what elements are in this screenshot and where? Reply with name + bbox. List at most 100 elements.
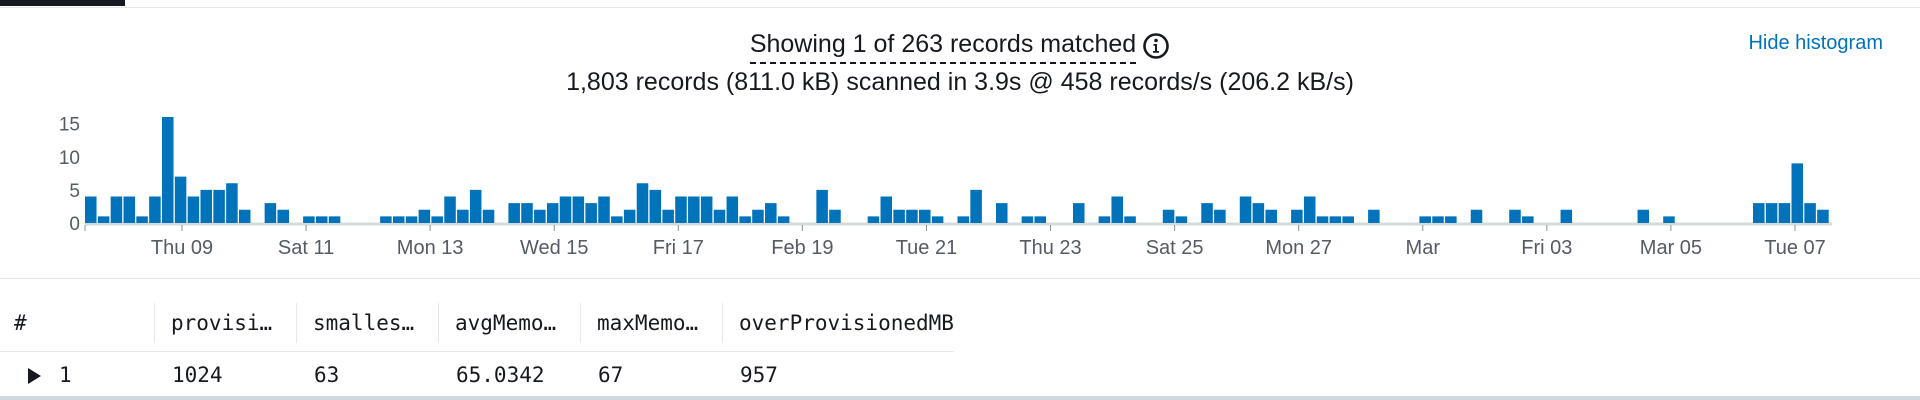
histogram-bar[interactable] [1265,209,1277,223]
histogram-bar[interactable] [688,196,700,224]
histogram-bar[interactable] [1175,216,1188,223]
column-header-smallest[interactable]: smalles… [296,295,438,352]
histogram-bar[interactable] [957,216,970,223]
histogram-bar[interactable] [1817,209,1829,223]
histogram-bar[interactable] [931,216,944,223]
histogram-bar[interactable] [1239,196,1252,224]
histogram-bar[interactable] [970,189,982,223]
histogram-bar[interactable] [1368,209,1380,223]
histogram-bar[interactable] [508,203,520,223]
histogram-bar[interactable] [380,216,392,223]
histogram-bar[interactable] [880,196,893,224]
histogram-bar[interactable] [752,209,764,223]
histogram-bar[interactable] [418,209,431,223]
histogram-bar[interactable] [623,209,636,223]
histogram-bar[interactable] [444,196,456,224]
histogram-bar[interactable] [1791,163,1804,223]
histogram-bar[interactable] [829,209,841,223]
histogram-bar[interactable] [1072,203,1085,223]
histogram-bar[interactable] [226,183,238,223]
column-header-provisioned[interactable]: provisi… [154,295,296,352]
histogram-bar[interactable] [534,209,546,223]
histogram-bar[interactable] [1419,216,1431,223]
hide-histogram-link[interactable]: Hide histogram [1748,32,1883,54]
histogram-bar[interactable] [1021,216,1034,223]
histogram-bar[interactable] [97,216,110,223]
histogram-bar[interactable] [1111,196,1124,224]
histogram-bar[interactable] [405,216,418,223]
histogram-bar[interactable] [277,209,289,223]
histogram-bar[interactable] [1291,209,1303,223]
histogram-bar[interactable] [264,203,277,223]
histogram-bar[interactable] [816,189,828,223]
histogram-bar[interactable] [110,196,123,224]
histogram-bar[interactable] [713,209,726,223]
histogram-bar[interactable] [1560,209,1573,223]
histogram-bar[interactable] [457,209,469,223]
histogram-bar[interactable] [1303,196,1316,224]
histogram-bar[interactable] [777,216,790,223]
histogram-bar[interactable] [1432,216,1444,223]
histogram-bar[interactable] [200,189,213,223]
histogram-bar[interactable] [213,189,225,223]
histogram-bar[interactable] [1445,216,1457,223]
histogram-bar[interactable] [187,196,200,224]
histogram-bar[interactable] [598,196,610,224]
column-header-over-provisioned[interactable]: overProvisionedMB [722,295,954,352]
histogram-bar[interactable] [1329,216,1342,223]
histogram-bar[interactable] [649,189,662,223]
histogram-bar[interactable] [1753,203,1765,223]
histogram-bar[interactable] [1201,203,1213,223]
histogram-bar[interactable] [136,216,148,223]
table-row[interactable]: 1 1024 63 65.0342 67 957 [0,352,954,399]
histogram-bar[interactable] [1804,203,1816,223]
histogram-bar[interactable] [1342,216,1354,223]
histogram-bar[interactable] [1663,216,1675,223]
column-header-index[interactable]: # [14,311,27,335]
histogram-bar[interactable] [636,183,649,223]
histogram-bar[interactable] [662,209,674,223]
histogram-bar[interactable] [1470,209,1483,223]
histogram-bar[interactable] [469,189,482,223]
histogram-bar[interactable] [739,216,751,223]
histogram-bar[interactable] [238,209,251,223]
histogram-bar[interactable] [572,196,585,224]
histogram-bar[interactable] [1162,209,1175,223]
histogram-bar[interactable] [1098,216,1111,223]
row-index-cell[interactable]: 1 [0,352,154,399]
histogram-bar[interactable] [1522,216,1534,223]
info-icon[interactable] [1142,32,1170,60]
histogram-bar[interactable] [482,209,495,223]
histogram-bar[interactable] [559,196,572,224]
histogram-bar[interactable] [1316,216,1329,223]
histogram-bar[interactable] [726,196,739,224]
histogram-bar[interactable] [1778,203,1791,223]
histogram-bar[interactable] [392,216,405,223]
histogram-bar[interactable] [765,203,777,223]
column-header-avg-memory[interactable]: avgMemo… [438,295,580,352]
histogram-bar[interactable] [521,203,533,223]
histogram-bar[interactable] [328,216,341,223]
histogram-bar[interactable] [315,216,328,223]
expand-row-icon[interactable] [28,368,41,384]
histogram-bar[interactable] [1509,209,1521,223]
histogram-bar[interactable] [675,196,687,224]
histogram-bar[interactable] [431,216,443,223]
histogram-bar[interactable] [161,117,174,223]
histogram-bar[interactable] [611,216,623,223]
histogram-bar[interactable] [85,196,97,224]
histogram-bar[interactable] [303,216,315,223]
histogram-bar[interactable] [893,209,905,223]
histogram-bar[interactable] [867,216,880,223]
histogram-bar[interactable] [919,209,931,223]
histogram-bar[interactable] [149,196,161,224]
histogram-bar[interactable] [1252,203,1265,223]
histogram-bar[interactable] [1214,209,1226,223]
histogram-bar[interactable] [906,209,918,223]
histogram-bar[interactable] [123,196,136,224]
histogram-bar[interactable] [1765,203,1778,223]
histogram-bar[interactable] [174,176,187,223]
histogram-bar[interactable] [700,196,713,224]
histogram-bar[interactable] [995,203,1008,223]
records-histogram[interactable]: 15 10 5 0 Thu 09 Sat 11 Mon 13 Wed 15 Fri 17 Feb … [0,100,1920,270]
